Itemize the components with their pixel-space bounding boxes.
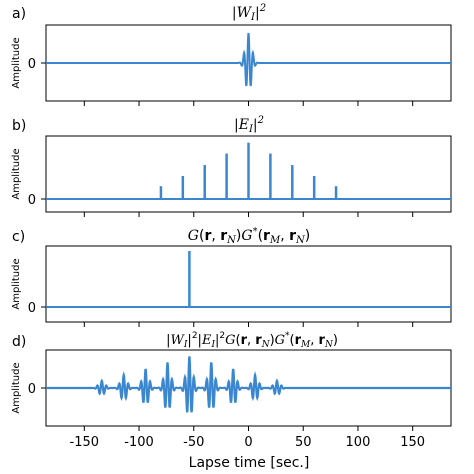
panel-d-xticks: -150 -100 -50 0 50 100 150 — [70, 426, 425, 450]
panel-d-series-line — [46, 356, 451, 413]
panel-a-ytick-label: 0 — [28, 57, 36, 72]
panel-d-ylabel: Amplitude — [11, 362, 22, 413]
panel-c-ytick-0: 0 — [28, 301, 46, 316]
panel-a-ytick-0: 0 — [28, 57, 46, 72]
x-tick-label: 150 — [400, 435, 425, 450]
panel-c-title: G(r, rN)G*(rM, rN) — [188, 226, 310, 246]
panel-c-ylabel: Amplitude — [11, 258, 22, 309]
panel-b-ylabel: Amplitude — [11, 148, 22, 199]
panel-a-label: a) — [12, 6, 26, 22]
panel-b-label: b) — [12, 118, 26, 134]
x-tick-label: 100 — [346, 435, 371, 450]
panel-c-xticks — [83, 322, 414, 327]
x-tick-label: -150 — [70, 435, 100, 450]
panel-b: b) |EI|2 0 Amplitude — [11, 115, 452, 217]
x-tick-label: 0 — [244, 435, 252, 450]
x-tick-label: -100 — [124, 435, 154, 450]
panel-d-label: d) — [12, 334, 26, 350]
panel-b-xticks — [83, 212, 414, 217]
panel-b-title: |EI|2 — [234, 115, 264, 135]
x-axis-label: Lapse time [sec.] — [189, 455, 310, 471]
x-tick-label: 50 — [295, 435, 312, 450]
panel-d-ytick-0: 0 — [28, 382, 46, 397]
panel-c: c) G(r, rN)G*(rM, rN) 0 Amplitude — [11, 226, 452, 327]
panel-a: a) |WI|2 0 Amplitude — [11, 3, 452, 106]
panel-d: d) |WI|2|EI|2G(r, rN)G*(rM, rN) 0 Amplit… — [11, 331, 452, 471]
panel-c-label: c) — [12, 229, 25, 245]
panel-b-bars — [159, 142, 338, 199]
panel-c-frame — [45, 245, 452, 323]
panel-a-series-line — [46, 32, 451, 87]
panel-a-title: |WI|2 — [232, 3, 266, 23]
panel-c-ytick-label: 0 — [28, 301, 36, 316]
panel-a-ylabel: Amplitude — [11, 37, 22, 88]
panel-d-ytick-label: 0 — [28, 382, 36, 397]
panel-d-title: |WI|2|EI|2G(r, rN)G*(rM, rN) — [166, 331, 338, 350]
panel-b-ytick-label: 0 — [28, 193, 36, 208]
panel-a-xticks — [83, 101, 414, 106]
panel-b-ytick-0: 0 — [28, 193, 46, 208]
x-tick-label: -50 — [183, 435, 204, 450]
